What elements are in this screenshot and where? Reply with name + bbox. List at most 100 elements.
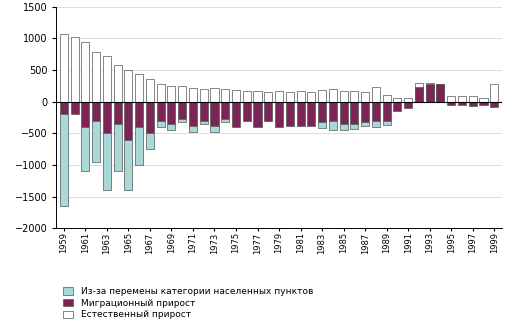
Bar <box>307 92 315 101</box>
Bar <box>253 91 262 101</box>
Bar <box>60 114 68 206</box>
Bar <box>404 98 412 101</box>
Bar <box>361 101 369 122</box>
Bar <box>307 101 315 126</box>
Bar <box>382 101 391 121</box>
Bar <box>114 124 122 171</box>
Bar <box>71 37 79 101</box>
Bar <box>350 124 358 129</box>
Bar <box>167 86 176 101</box>
Bar <box>436 84 444 101</box>
Bar <box>189 126 197 132</box>
Bar <box>157 121 165 127</box>
Bar <box>264 101 272 121</box>
Bar <box>92 101 100 121</box>
Bar <box>232 101 240 127</box>
Bar <box>221 119 229 123</box>
Bar <box>167 124 176 130</box>
Bar <box>178 119 186 123</box>
Bar <box>135 127 143 165</box>
Bar <box>372 87 380 101</box>
Bar <box>103 101 111 133</box>
Bar <box>114 65 122 101</box>
Bar <box>404 101 412 108</box>
Bar <box>60 101 68 114</box>
Bar <box>135 74 143 101</box>
Bar <box>103 56 111 101</box>
Bar <box>468 101 477 106</box>
Bar <box>189 101 197 126</box>
Bar <box>92 52 100 101</box>
Bar <box>329 121 337 130</box>
Bar <box>167 101 176 124</box>
Bar <box>329 89 337 101</box>
Bar <box>157 101 165 121</box>
Bar <box>458 96 466 101</box>
Bar <box>447 96 455 101</box>
Bar <box>468 96 477 101</box>
Bar <box>479 98 487 101</box>
Bar <box>415 83 423 101</box>
Bar <box>393 101 401 111</box>
Bar <box>275 91 283 101</box>
Bar <box>253 101 262 127</box>
Bar <box>146 101 154 133</box>
Bar <box>286 92 294 101</box>
Bar <box>189 88 197 101</box>
Bar <box>361 92 369 101</box>
Bar <box>329 101 337 121</box>
Bar <box>81 101 90 127</box>
Bar <box>393 98 401 101</box>
Bar <box>318 122 326 128</box>
Bar <box>415 87 423 101</box>
Bar <box>350 101 358 124</box>
Bar <box>232 90 240 101</box>
Bar <box>210 126 219 132</box>
Bar <box>178 86 186 101</box>
Bar <box>339 101 348 124</box>
Bar <box>339 91 348 101</box>
Bar <box>92 121 100 162</box>
Bar <box>286 101 294 126</box>
Bar <box>318 90 326 101</box>
Bar <box>372 101 380 121</box>
Bar <box>124 140 133 190</box>
Bar <box>124 70 133 101</box>
Bar <box>296 91 305 101</box>
Bar <box>114 101 122 124</box>
Bar <box>318 101 326 122</box>
Bar <box>221 89 229 101</box>
Bar <box>200 101 208 121</box>
Bar <box>372 121 380 127</box>
Bar <box>479 101 487 105</box>
Legend: Из-за перемены категории населенных пунктов, Миграционный прирост, Естественный : Из-за перемены категории населенных пунк… <box>61 285 315 321</box>
Bar <box>81 42 90 101</box>
Bar <box>146 133 154 149</box>
Bar <box>425 82 434 101</box>
Bar <box>135 101 143 127</box>
Bar <box>275 101 283 127</box>
Bar <box>124 101 133 140</box>
Bar <box>382 121 391 125</box>
Bar <box>339 124 348 130</box>
Bar <box>490 101 498 107</box>
Bar <box>221 101 229 119</box>
Bar <box>210 88 219 101</box>
Bar <box>361 122 369 126</box>
Bar <box>264 92 272 101</box>
Bar <box>458 101 466 105</box>
Bar <box>71 101 79 114</box>
Bar <box>146 79 154 101</box>
Bar <box>81 127 90 171</box>
Bar <box>243 101 251 121</box>
Bar <box>447 101 455 105</box>
Bar <box>425 84 434 101</box>
Bar <box>436 84 444 101</box>
Bar <box>103 133 111 190</box>
Bar <box>382 95 391 101</box>
Bar <box>210 101 219 126</box>
Bar <box>200 89 208 101</box>
Bar <box>296 101 305 126</box>
Bar <box>60 34 68 101</box>
Bar <box>157 84 165 101</box>
